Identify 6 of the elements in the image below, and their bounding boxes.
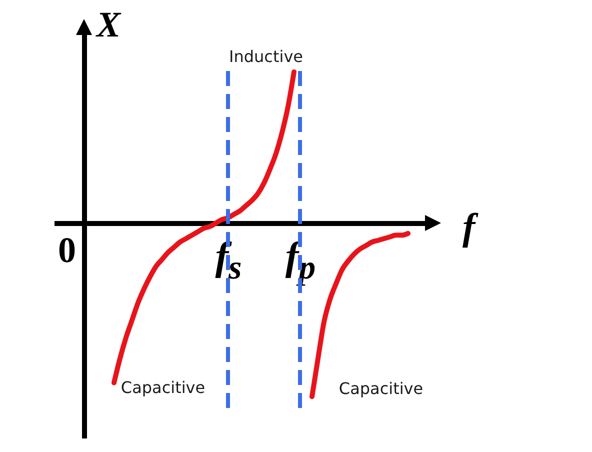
- annotation: Capacitive: [120, 378, 206, 397]
- y-axis-title: X: [96, 4, 122, 44]
- x-axis-title: f: [462, 206, 478, 248]
- text: Inductive: [229, 47, 303, 66]
- annotation: Capacitive: [338, 379, 424, 398]
- text: 0: [58, 230, 76, 270]
